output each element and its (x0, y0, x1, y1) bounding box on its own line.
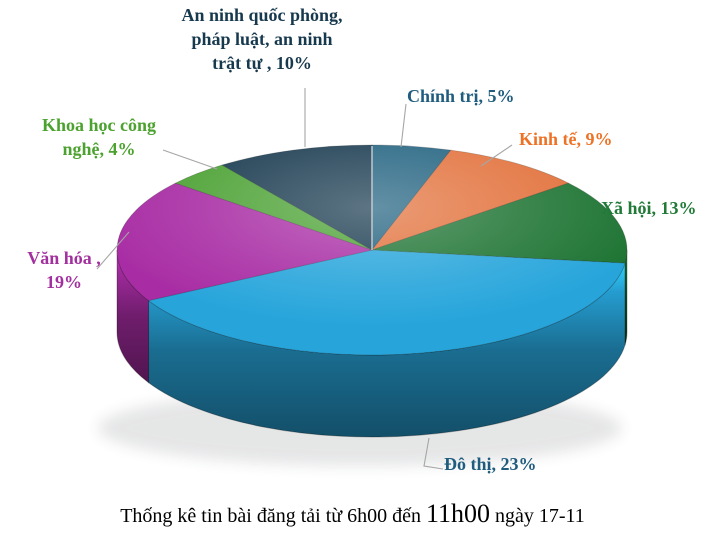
callout-xa-hoi: Xã hội, 13% (601, 198, 697, 218)
leader-van-hoa (96, 231, 130, 270)
callout-van-hoa: Văn hóa , 19% (27, 248, 101, 292)
chart-caption: Thống kê tin bài đăng tải từ 6h00 đến 11… (0, 499, 705, 529)
leader-lines (96, 88, 513, 470)
callout-an-ninh-quoc-phong: An ninh quốc phòng, pháp luật, an ninh t… (181, 5, 343, 73)
leader-chinh-tri (400, 103, 407, 148)
leader-khoa-hoc (162, 149, 218, 170)
callout-do-thi: Đô thị, 23% (444, 454, 537, 474)
leader-do-thi (423, 437, 444, 470)
callout-khoa-hoc-cong-nghe: Khoa học công nghệ, 4% (41, 115, 156, 159)
callout-chinh-tri: Chính trị, 5% (407, 86, 515, 106)
leader-kinh-te (480, 144, 513, 167)
caption-prefix: Thống kê tin bài đăng tải từ 6h00 đến (120, 505, 426, 527)
caption-highlight: 11h00 (425, 499, 491, 528)
callout-kinh-te: Kinh tế, 9% (519, 129, 613, 149)
caption-suffix: ngày 17-11 (490, 505, 585, 527)
